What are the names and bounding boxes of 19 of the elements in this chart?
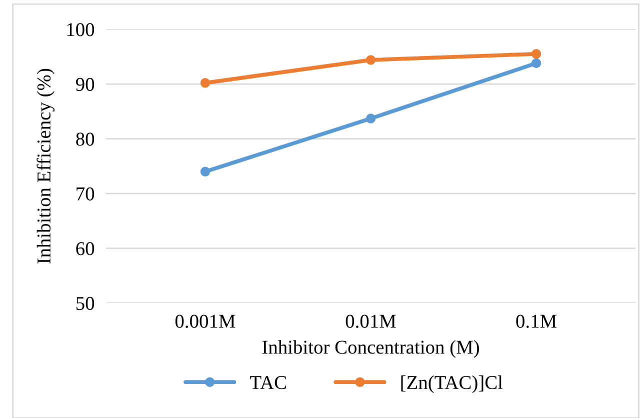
- point: [366, 55, 376, 65]
- x-tick-label: 0.001M: [175, 314, 236, 328]
- y-tick-label: 60: [76, 242, 94, 256]
- y-tick-label: 70: [76, 187, 94, 200]
- x-tick-label: 0.1M: [516, 314, 556, 328]
- point: [531, 49, 542, 59]
- point: [200, 78, 210, 88]
- y-tick-label: 50: [76, 296, 94, 310]
- point: [200, 166, 210, 176]
- y-tick-label: 80: [76, 132, 94, 146]
- y-tick-label: 90: [76, 78, 94, 91]
- legend-label: TAC: [250, 376, 286, 390]
- point: [531, 58, 542, 68]
- legend-label: [Zn(TAC)]Cl: [401, 375, 503, 394]
- x-axis-title: Inhibitor Concentration (M): [262, 340, 479, 358]
- x-tick-label: 0.01M: [346, 314, 396, 328]
- y-tick-label: 100: [67, 23, 94, 36]
- point: [366, 114, 376, 124]
- y-axis-title: Inhibition Efficiency (%): [36, 68, 55, 264]
